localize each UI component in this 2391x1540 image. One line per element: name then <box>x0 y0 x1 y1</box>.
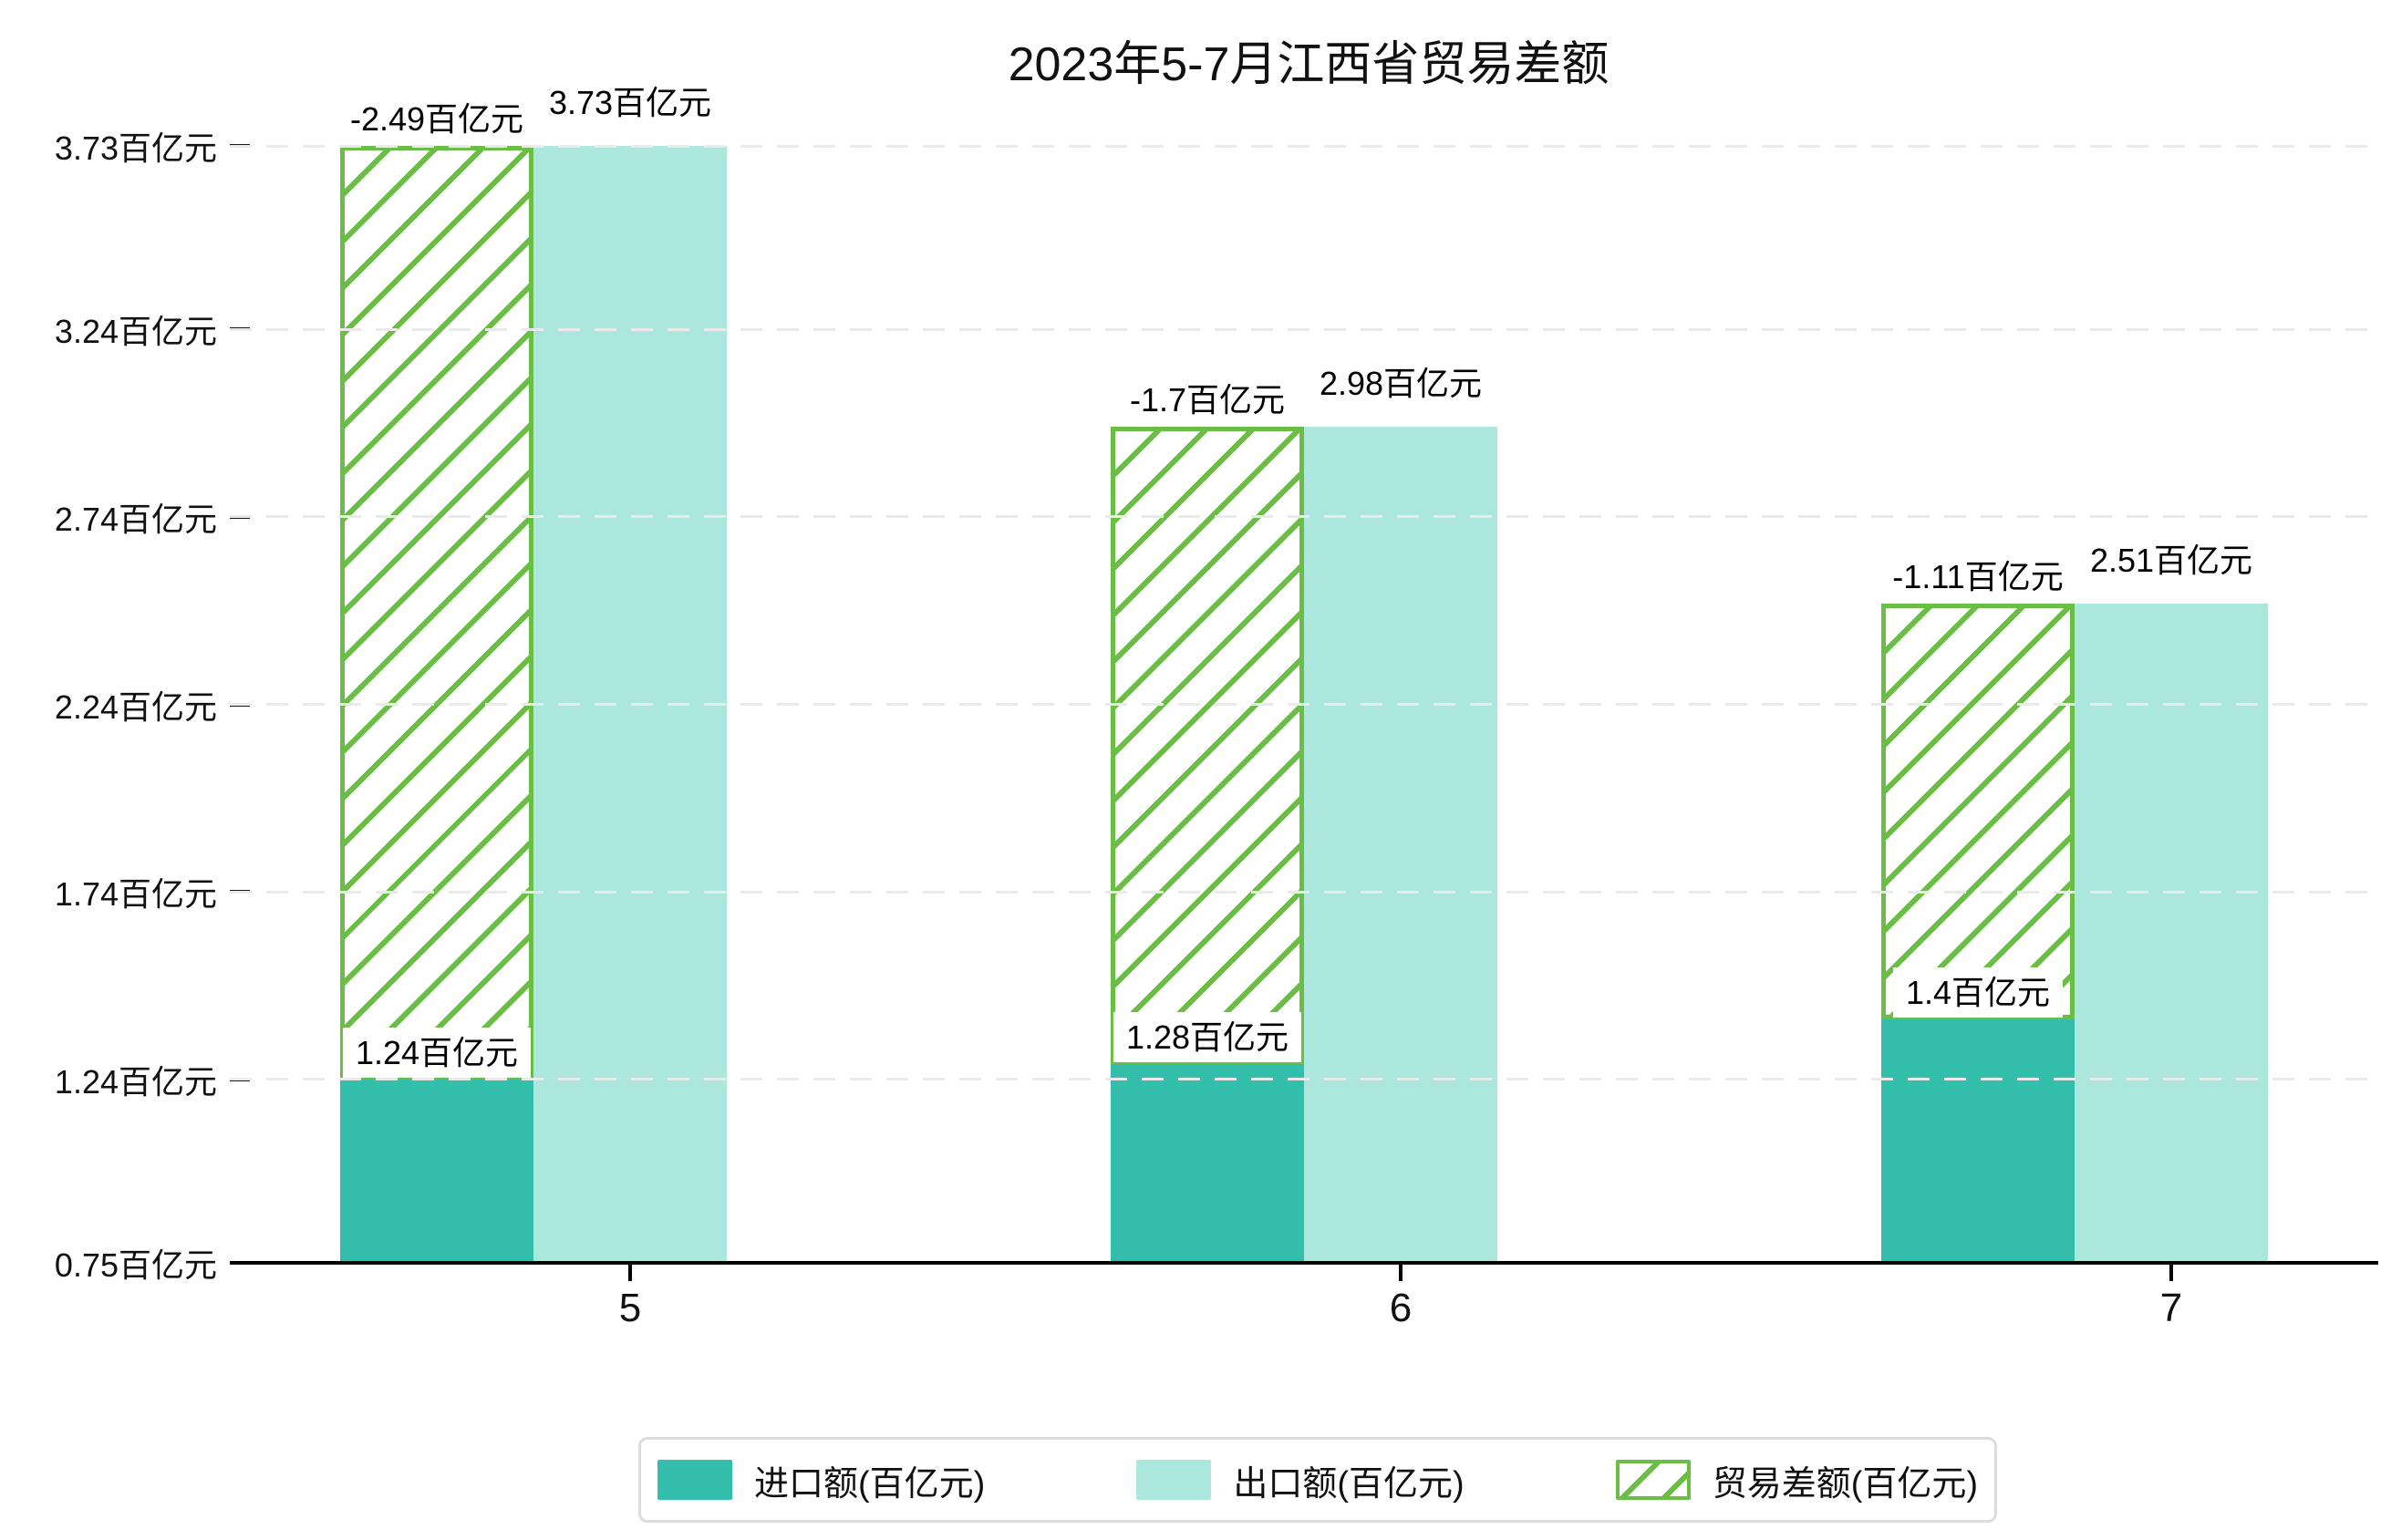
y-axis-tick-label: 2.24百亿元 <box>54 687 217 726</box>
bar-label-export-month-6: 2.98百亿元 <box>1306 358 1496 409</box>
x-axis-line <box>230 1261 2378 1265</box>
bar-trade-balance-month-7 <box>1881 603 2075 1019</box>
gridline-1.24百亿元 <box>230 1078 2378 1081</box>
bar-export-month-6 <box>1304 427 1497 1262</box>
legend-item-import: 进口额(百亿元) <box>657 1455 985 1505</box>
gridline-2.24百亿元 <box>230 703 2378 706</box>
gridline-1.74百亿元 <box>230 890 2378 894</box>
bar-import-month-5 <box>340 1079 533 1262</box>
bar-label-import-month-6: 1.28百亿元 <box>1113 1012 1302 1063</box>
bar-import-month-7 <box>1881 1018 2075 1262</box>
bar-label-trade-balance-month-6: -1.7百亿元 <box>1116 375 1299 426</box>
bar-trade-balance-month-5 <box>340 146 533 1080</box>
legend: 进口额(百亿元) 出口额(百亿元) 贸易差额(百亿元) <box>638 1437 1997 1523</box>
legend-item-trade-balance: 贸易差额(百亿元) <box>1615 1455 1978 1505</box>
y-axis-tick-label: 2.74百亿元 <box>54 500 217 538</box>
y-axis-tick-label: 0.75百亿元 <box>54 1246 217 1284</box>
x-axis-tick-label: 7 <box>2159 1286 2183 1330</box>
gridline-2.74百亿元 <box>230 515 2378 519</box>
y-axis-tick-label: 3.73百亿元 <box>54 129 217 167</box>
bar-trade-balance-month-6 <box>1111 427 1304 1065</box>
y-axis-tick-label: 1.74百亿元 <box>54 875 217 914</box>
x-axis-tick-label: 6 <box>1389 1286 1413 1330</box>
legend-label-export: 出口额(百亿元) <box>1233 1464 1465 1504</box>
x-axis-tick-mark <box>1399 1265 1403 1281</box>
legend-item-export: 出口额(百亿元) <box>1136 1455 1465 1505</box>
legend-swatch-trade-balance-hatch <box>1615 1460 1691 1500</box>
x-axis-tick-mark <box>2169 1265 2173 1281</box>
gridline-3.24百亿元 <box>230 327 2378 331</box>
bar-label-import-month-5: 1.24百亿元 <box>342 1027 532 1078</box>
legend-label-import: 进口额(百亿元) <box>754 1464 986 1504</box>
bar-import-month-6 <box>1111 1064 1304 1262</box>
bar-label-import-month-7: 1.4百亿元 <box>1892 966 2064 1018</box>
legend-swatch-export <box>1136 1460 1212 1500</box>
y-axis-tick-label: 3.24百亿元 <box>54 313 217 351</box>
x-axis-tick-mark <box>628 1265 632 1281</box>
chart-title: 2023年5-7月江西省贸易差额 <box>1008 38 1610 91</box>
bar-export-month-7 <box>2075 603 2268 1262</box>
gridline-3.73百亿元 <box>230 144 2378 148</box>
bar-label-export-month-7: 2.51百亿元 <box>2076 534 2266 585</box>
bar-label-export-month-5: 3.73百亿元 <box>535 78 725 128</box>
legend-swatch-import <box>657 1460 732 1500</box>
bar-label-trade-balance-month-7: -1.11百亿元 <box>1879 551 2076 602</box>
bar-label-trade-balance-month-5: -2.49百亿元 <box>336 94 537 144</box>
legend-label-trade-balance: 贸易差额(百亿元) <box>1712 1464 1978 1504</box>
y-axis-tick-label: 1.24百亿元 <box>54 1062 217 1101</box>
x-axis-tick-label: 5 <box>618 1286 642 1330</box>
